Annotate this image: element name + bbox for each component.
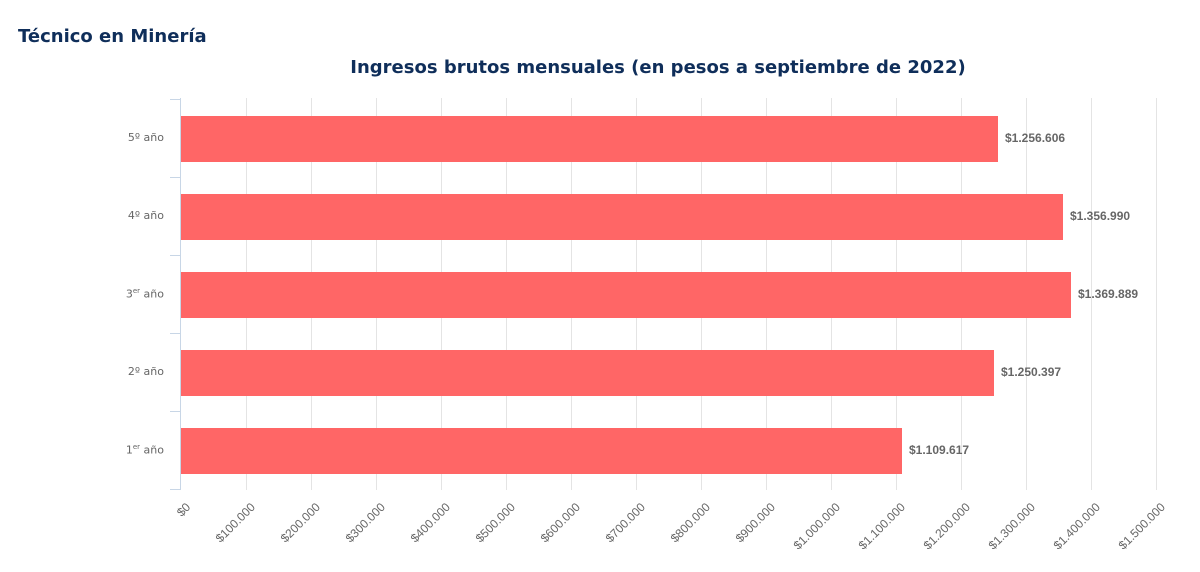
gridline — [1091, 98, 1092, 490]
x-tick-label: $1.300.000 — [985, 500, 1038, 553]
category-label: 3er año — [125, 287, 164, 301]
bar-value-label: $1.369.889 — [1078, 287, 1139, 301]
x-tick-label: $1.100.000 — [855, 500, 908, 553]
bar[interactable] — [181, 116, 998, 162]
y-tick — [170, 333, 180, 334]
y-tick — [170, 177, 180, 178]
x-tick-label: $200.000 — [277, 500, 323, 546]
y-tick — [170, 489, 180, 490]
x-tick-label: $500.000 — [472, 500, 518, 546]
category-label: 5º año — [127, 131, 164, 144]
x-tick-label: $1.500.000 — [1115, 500, 1168, 553]
category-label: 2º año — [127, 365, 164, 378]
x-tick-label: $800.000 — [667, 500, 713, 546]
x-tick-label: $0 — [173, 500, 194, 520]
x-tick-label: $100.000 — [212, 500, 258, 546]
x-tick-label: $400.000 — [407, 500, 453, 546]
bar-value-label: $1.250.397 — [1001, 365, 1062, 379]
x-tick-label: $1.400.000 — [1050, 500, 1103, 553]
x-tick-label: $300.000 — [342, 500, 388, 546]
x-tick-label: $600.000 — [537, 500, 583, 546]
category-label: 4º año — [127, 209, 164, 222]
bar-value-label: $1.256.606 — [1005, 131, 1066, 145]
bar[interactable] — [181, 272, 1071, 318]
y-tick — [170, 255, 180, 256]
bar-value-label: $1.109.617 — [909, 443, 970, 457]
y-tick — [170, 411, 180, 412]
bar[interactable] — [181, 428, 902, 474]
bar-value-label: $1.356.990 — [1070, 209, 1131, 223]
page-title: Técnico en Minería — [18, 26, 207, 47]
category-label: 1er año — [125, 443, 164, 457]
bar[interactable] — [181, 350, 994, 396]
bar[interactable] — [181, 194, 1063, 240]
y-axis-line — [180, 98, 181, 490]
gridline — [1156, 98, 1157, 490]
chart-title: Ingresos brutos mensuales (en pesos a se… — [350, 57, 966, 78]
y-tick — [170, 99, 180, 100]
x-tick-label: $1.000.000 — [790, 500, 843, 553]
x-tick-label: $700.000 — [602, 500, 648, 546]
x-tick-label: $900.000 — [732, 500, 778, 546]
x-tick-label: $1.200.000 — [920, 500, 973, 553]
